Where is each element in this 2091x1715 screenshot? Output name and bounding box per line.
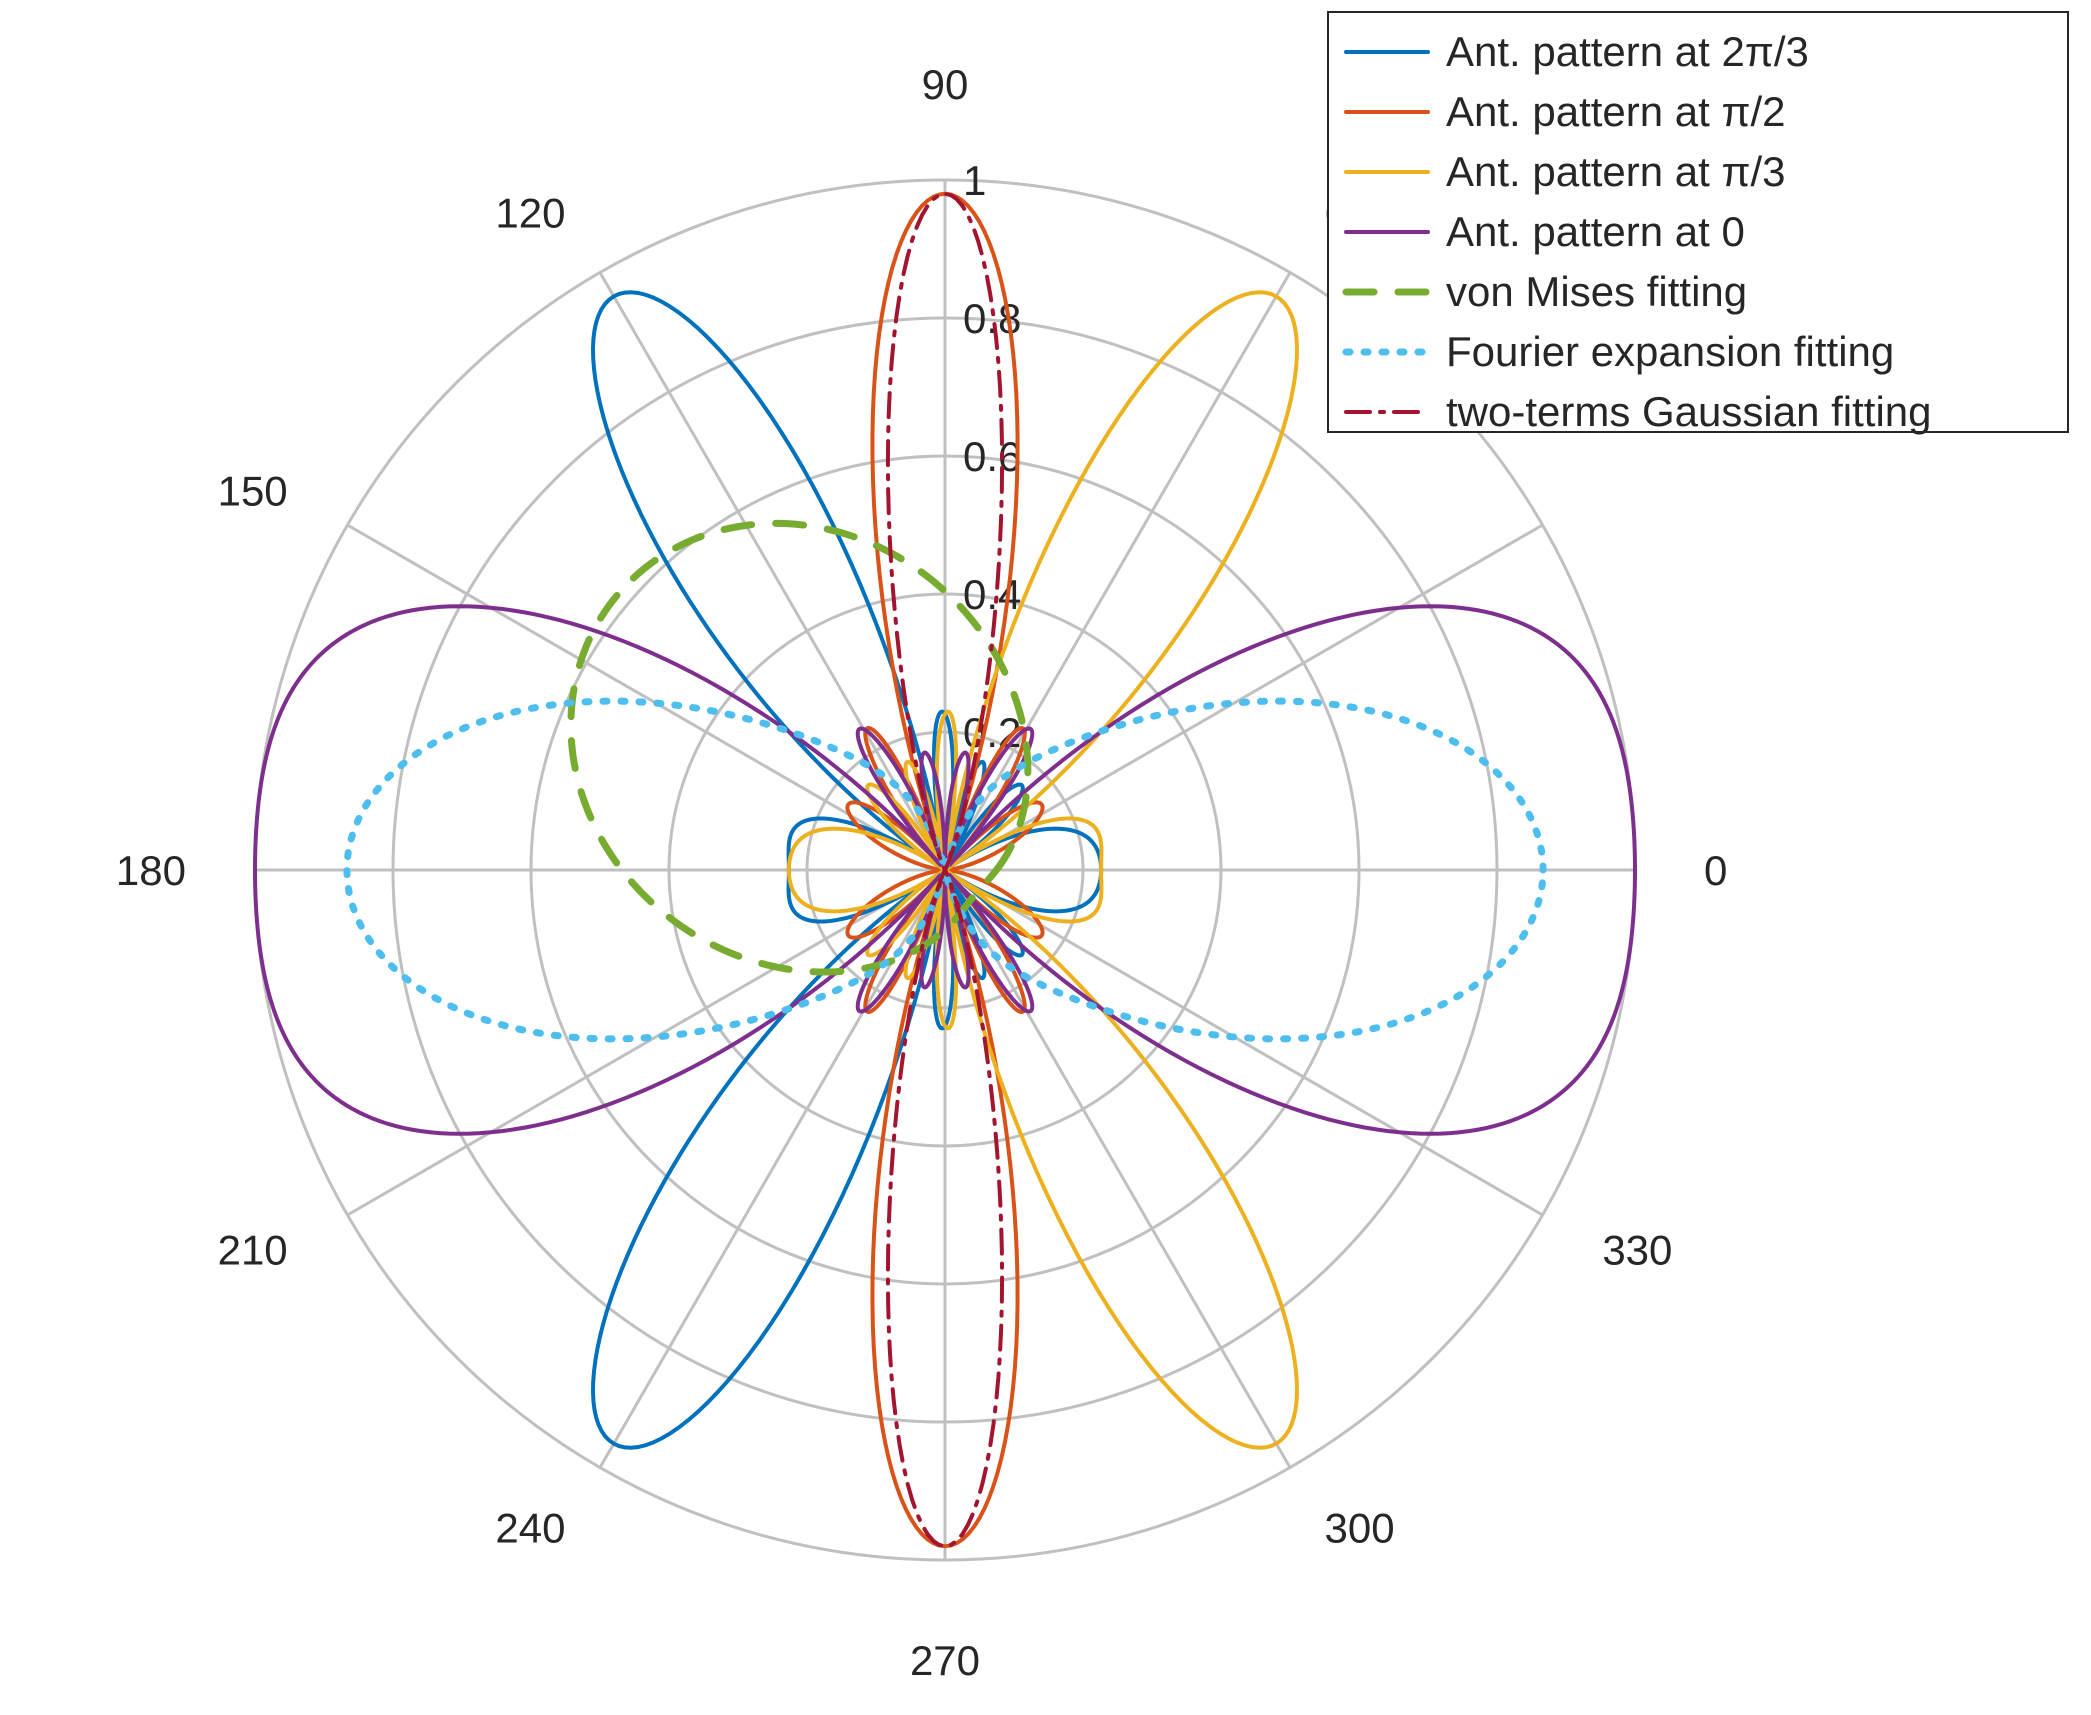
angle-tick-label: 120 [495,190,565,237]
legend-label: von Mises fitting [1446,268,1747,315]
angle-tick-label: 300 [1325,1504,1395,1551]
angle-tick-label: 150 [218,468,288,515]
angle-tick-label: 90 [922,61,969,108]
legend: Ant. pattern at 2π/3 Ant. pattern at π/2 A… [1328,12,2068,435]
angle-tick-label: 180 [116,847,186,894]
legend-label: Fourier expansion fitting [1446,328,1894,375]
angle-tick-label: 240 [495,1504,565,1551]
radial-tick-label: 0.4 [963,571,1021,618]
angle-tick-label: 0 [1704,847,1727,894]
legend-label: two-terms Gaussian fitting [1446,388,1932,435]
angle-tick-label: 270 [910,1637,980,1684]
angle-tick-label: 330 [1602,1227,1672,1274]
radial-tick-label: 0.6 [963,433,1021,480]
legend-label: Ant. pattern at π/3 [1446,148,1786,195]
radial-tick-label: 1 [963,157,986,204]
angle-tick-label: 210 [218,1227,288,1274]
legend-label: Ant. pattern at π/2 [1446,88,1786,135]
legend-label: Ant. pattern at 0 [1446,208,1745,255]
legend-label: Ant. pattern at 2π/3 [1446,28,1809,75]
